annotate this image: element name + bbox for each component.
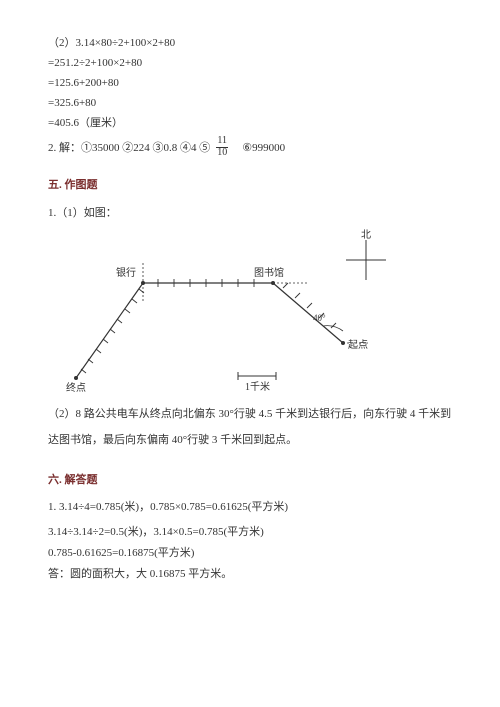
calculation-block: （2）3.14×80÷2+100×2+80 =251.2÷2+100×2+80 … — [48, 35, 452, 132]
library-label: 图书馆 — [254, 266, 284, 279]
solution-line: 3.14÷3.14÷2=0.5(米)，3.14×0.5=0.785(平方米) — [48, 524, 452, 542]
ticks-segment-3 — [283, 283, 336, 328]
calc-line: =325.6+80 — [48, 95, 452, 112]
solution-line: 答：圆的面积大，大 0.16875 平方米。 — [48, 566, 452, 584]
calc-line: =405.6（厘米） — [48, 115, 452, 132]
section-5-title: 五. 作图题 — [48, 176, 452, 192]
answer-prefix: 2. 解：①35000 ②224 ③0.8 ④4 ⑤ — [48, 139, 210, 155]
scale-bar — [238, 372, 276, 380]
section-6-title: 六. 解答题 — [48, 471, 452, 487]
compass-icon — [346, 240, 386, 280]
end-label: 终点 — [66, 381, 86, 394]
scale-label: 1千米 — [245, 380, 270, 393]
route-path — [76, 283, 343, 378]
diagram-svg: 北 — [48, 228, 448, 398]
fraction: 11 10 — [216, 136, 228, 158]
start-label: 起点 — [348, 339, 368, 351]
ticks-segment-1 — [81, 289, 144, 373]
question-1-2: （2）8 路公共电车从终点向北偏东 30°行驶 4.5 千米到达银行后，向东行驶… — [48, 402, 452, 453]
bank-label: 银行 — [116, 266, 136, 279]
figure-diagram: 北 — [48, 228, 452, 398]
north-label: 北 — [361, 229, 371, 241]
angle-label: 40° — [313, 313, 326, 323]
calc-line: （2）3.14×80÷2+100×2+80 — [48, 35, 452, 52]
answer-line-2: 2. 解：①35000 ②224 ③0.8 ④4 ⑤ 11 10 ⑥999000 — [48, 136, 452, 158]
solution-line: 0.785-0.61625=0.16875(平方米) — [48, 545, 452, 563]
calc-line: =125.6+200+80 — [48, 75, 452, 92]
calc-line: =251.2÷2+100×2+80 — [48, 55, 452, 72]
answer-suffix: ⑥999000 — [242, 141, 285, 154]
fraction-numerator: 11 — [216, 136, 228, 148]
question-1-1: 1.（1）如图： — [48, 204, 452, 220]
point-markers — [74, 281, 345, 380]
fraction-denominator: 10 — [216, 148, 228, 159]
solution-line: 1. 3.14÷4=0.785(米)，0.785×0.785=0.61625(平… — [48, 499, 452, 517]
